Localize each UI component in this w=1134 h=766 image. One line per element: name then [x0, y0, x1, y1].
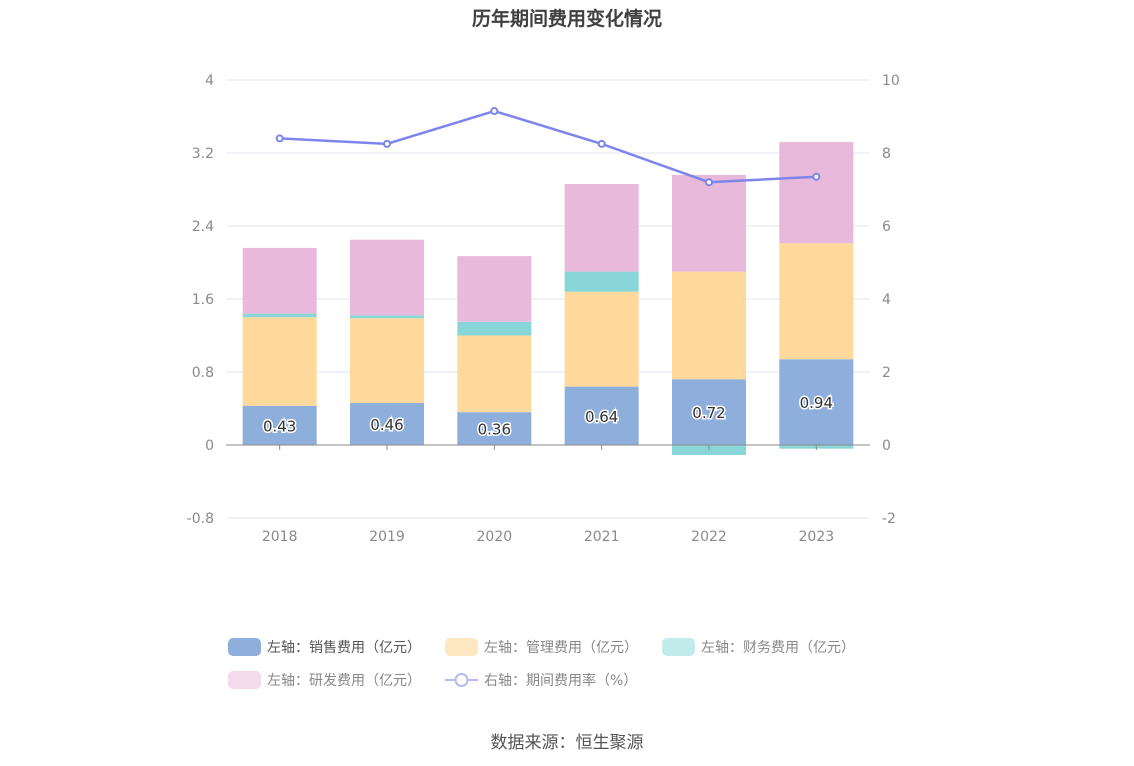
rate-point [490, 107, 499, 116]
bar-1-2020 [457, 335, 532, 413]
x-tick-label: 2022 [691, 529, 727, 545]
left-tick-label: 4 [205, 73, 214, 89]
data-label-sales: 0.64 [585, 408, 618, 426]
bar-0-2021 [564, 386, 639, 445]
legend-swatch-admin [445, 637, 478, 656]
legend-label-sales: 左轴：销售费用（亿元） [267, 639, 421, 656]
source-note: 数据来源：恒生聚源 [490, 733, 644, 753]
bar-2-2021 [564, 271, 639, 292]
left-tick-label: 3.2 [192, 146, 214, 162]
data-label-sales: 0.72 [692, 404, 725, 422]
left-axis: 4 3.2 2.4 1.6 0.8 0 -0.8 [187, 73, 214, 527]
right-tick-label: 4 [882, 292, 891, 308]
bar-0-2018 [242, 405, 317, 445]
legend-line-icon [445, 672, 478, 687]
right-axis: 10 8 6 4 2 0 -2 [882, 73, 900, 527]
rate-point [383, 139, 391, 148]
data-label-sales: 0.43 [263, 417, 296, 435]
bar-0-2020 [457, 412, 532, 445]
legend-row-2: 左轴：研发费用（亿元） 右轴：期间费用率（%） [228, 663, 928, 696]
bar-2-2019 [350, 315, 424, 319]
x-tick-label: 2018 [262, 529, 298, 545]
legend-item-rnd[interactable]: 左轴：研发费用（亿元） [228, 670, 421, 690]
bar-3-2021 [564, 184, 639, 272]
bar-0-2023 [779, 359, 854, 445]
bar-1-2018 [242, 317, 317, 406]
legend-label-finance: 左轴：财务费用（亿元） [701, 639, 855, 656]
x-axis: 2018 2019 2020 2021 2022 2023 [226, 444, 870, 545]
chart-canvas: 4 3.2 2.4 1.6 0.8 0 -0.8 10 8 6 4 2 0 -2 0.43 0.46 0.3… [187, 73, 900, 545]
legend-item-admin[interactable]: 左轴：管理费用（亿元） [445, 637, 638, 657]
legend-item-sales[interactable]: 左轴：销售费用（亿元） [228, 637, 421, 657]
x-tick-label: 2023 [799, 529, 835, 545]
x-tick-label: 2020 [477, 529, 513, 545]
legend-item-finance[interactable]: 左轴：财务费用（亿元） [662, 637, 855, 657]
legend-swatch-finance [662, 637, 695, 656]
right-tick-label: 0 [882, 438, 891, 454]
x-tick-label: 2021 [584, 529, 620, 545]
line-series [275, 107, 821, 187]
bar-1-2021 [564, 291, 639, 387]
legend: 左轴：销售费用（亿元） 左轴：管理费用（亿元） 左轴：财务费用（亿元） 左轴：研… [228, 630, 928, 696]
rate-point [705, 178, 713, 187]
left-tick-label: -0.8 [187, 511, 214, 527]
legend-row-1: 左轴：销售费用（亿元） 左轴：管理费用（亿元） 左轴：财务费用（亿元） [228, 630, 928, 663]
legend-swatch-rnd [228, 670, 261, 689]
bar-2-2020 [457, 321, 532, 336]
bar-1-2023 [779, 243, 854, 360]
right-tick-label: 2 [882, 365, 891, 381]
right-tick-label: 10 [882, 73, 900, 89]
bar-3-2023 [779, 142, 854, 244]
rate-line [279, 109, 817, 184]
left-tick-label: 0.8 [192, 365, 214, 381]
rate-point [275, 134, 284, 143]
grid-lines [226, 79, 870, 519]
bar-2-2022 [672, 445, 746, 456]
bar-series [242, 142, 854, 456]
x-tick-label: 2019 [369, 529, 405, 545]
bar-2-2018 [242, 313, 317, 318]
data-labels: 0.43 0.46 0.36 0.64 0.72 0.94 [261, 393, 834, 440]
bar-3-2020 [457, 256, 532, 322]
bar-3-2018 [242, 247, 317, 314]
right-tick-label: -2 [882, 511, 896, 527]
right-tick-label: 6 [882, 219, 891, 235]
bar-0-2022 [672, 379, 746, 445]
bar-1-2019 [350, 318, 424, 404]
data-label-sales: 0.94 [800, 394, 833, 412]
bar-1-2022 [672, 271, 746, 380]
left-tick-label: 0 [205, 438, 214, 454]
right-tick-label: 8 [882, 146, 891, 162]
legend-swatch-sales [228, 637, 261, 656]
legend-label-rnd: 左轴：研发费用（亿元） [267, 672, 421, 689]
left-tick-label: 1.6 [192, 292, 214, 308]
data-label-sales: 0.36 [478, 421, 511, 439]
data-label-sales: 0.46 [370, 416, 403, 434]
chart-title: 历年期间费用变化情况 [471, 8, 662, 30]
bar-0-2019 [350, 403, 424, 445]
rate-point [812, 172, 821, 181]
legend-label-rate: 右轴：期间费用率（%） [484, 672, 638, 689]
rate-point [597, 139, 606, 148]
legend-label-admin: 左轴：管理费用（亿元） [484, 639, 638, 656]
bar-3-2022 [672, 174, 746, 272]
bar-3-2019 [350, 239, 424, 316]
left-tick-label: 2.4 [192, 219, 214, 235]
legend-item-rate[interactable]: 右轴：期间费用率（%） [445, 670, 637, 690]
